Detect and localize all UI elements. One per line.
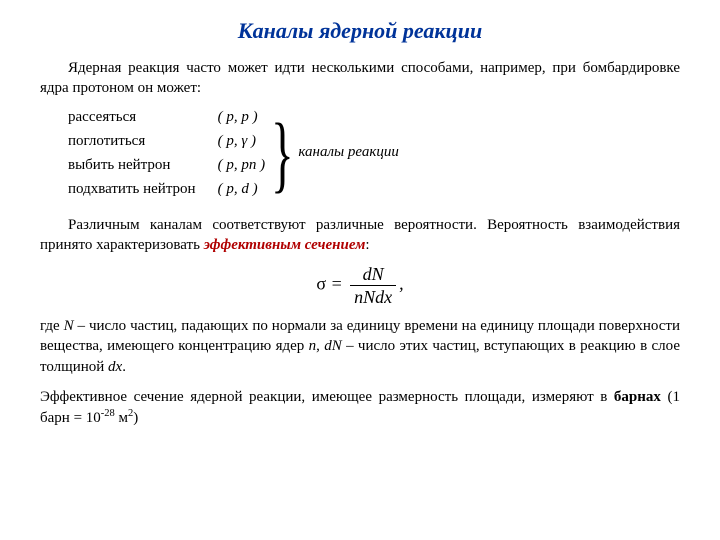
channel-notation: ( p, d ) bbox=[218, 177, 266, 201]
channel-label: рассеяться bbox=[68, 105, 196, 129]
var-N: N bbox=[64, 318, 74, 334]
term-barn: барнах bbox=[614, 389, 661, 405]
text: где bbox=[40, 318, 64, 334]
var-dx: dx bbox=[108, 359, 122, 375]
page-title: Каналы ядерной реакции bbox=[40, 18, 680, 44]
document-page: Каналы ядерной реакции Ядерная реакция ч… bbox=[0, 0, 720, 540]
cross-section-formula: σ = dNnNdx, bbox=[40, 265, 680, 306]
channels-block: рассеяться поглотиться выбить нейтрон по… bbox=[68, 105, 680, 201]
units-paragraph: Эффективное сечение ядерной реакции, име… bbox=[40, 387, 680, 429]
channel-label: подхватить нейтрон bbox=[68, 177, 196, 201]
fraction: dNnNdx bbox=[350, 265, 396, 306]
channel-label: поглотиться bbox=[68, 129, 196, 153]
text: . bbox=[122, 359, 126, 375]
channel-labels: рассеяться поглотиться выбить нейтрон по… bbox=[68, 105, 196, 201]
sigma-symbol: σ bbox=[316, 274, 326, 294]
channel-notations: ( p, p ) ( p, γ ) ( p, pn ) ( p, d ) bbox=[218, 105, 266, 201]
channel-notation: ( p, pn ) bbox=[218, 153, 266, 177]
comma: , bbox=[399, 274, 404, 294]
intro-paragraph: Ядерная реакция часто может идти несколь… bbox=[40, 58, 680, 99]
var-n: n bbox=[309, 338, 317, 354]
var-dN: dN bbox=[324, 338, 342, 354]
definitions-paragraph: где N – число частиц, падающих по нормал… bbox=[40, 316, 680, 377]
text: ) bbox=[133, 410, 138, 426]
probability-paragraph: Различным каналам соответствуют различны… bbox=[40, 215, 680, 256]
channel-notation: ( p, p ) bbox=[218, 105, 266, 129]
term-cross-section: эффективным сечением bbox=[204, 237, 366, 253]
curly-brace-icon: } bbox=[271, 114, 294, 192]
numerator: dN bbox=[350, 265, 396, 286]
equals: = bbox=[326, 274, 347, 294]
text: : bbox=[365, 237, 369, 253]
brace-label: каналы реакции bbox=[298, 144, 399, 161]
channel-notation: ( p, γ ) bbox=[218, 129, 266, 153]
denominator: nNdx bbox=[350, 286, 396, 306]
exp: -28 bbox=[101, 408, 115, 419]
channel-label: выбить нейтрон bbox=[68, 153, 196, 177]
text: , bbox=[316, 338, 324, 354]
text: Эффективное сечение ядерной реакции, име… bbox=[40, 389, 614, 405]
text: м bbox=[115, 410, 128, 426]
brace-group: } каналы реакции bbox=[267, 114, 399, 192]
